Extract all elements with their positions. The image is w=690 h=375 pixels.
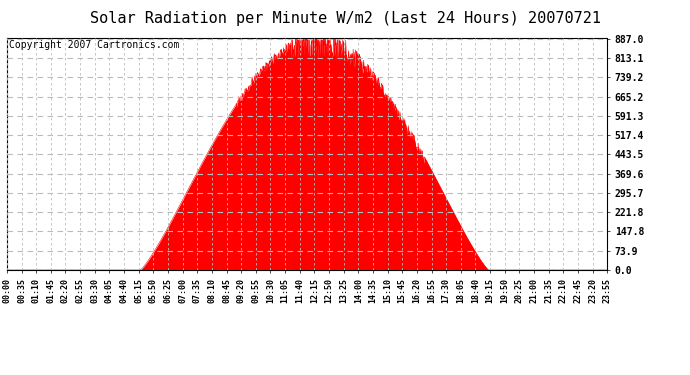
- Text: Copyright 2007 Cartronics.com: Copyright 2007 Cartronics.com: [9, 40, 179, 50]
- Text: Solar Radiation per Minute W/m2 (Last 24 Hours) 20070721: Solar Radiation per Minute W/m2 (Last 24…: [90, 11, 600, 26]
